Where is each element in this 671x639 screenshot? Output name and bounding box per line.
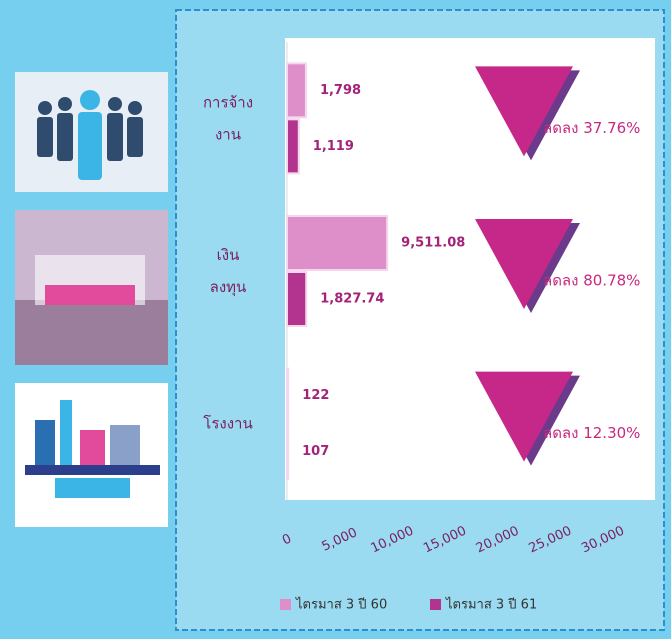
value-label: 1,827.74 [320, 292, 384, 307]
category-line: โรงงาน [203, 414, 252, 432]
annotation: ลดลง 80.78% [543, 272, 640, 290]
image-factory [15, 383, 168, 527]
infographic: 05,00010,00015,00020,00025,00030,000การจ… [0, 0, 671, 639]
legend-label: ไตรมาส 3 ปี 61 [445, 597, 537, 613]
bar [287, 63, 306, 117]
image-employment [15, 72, 168, 192]
category-line: งาน [215, 125, 241, 143]
bar [287, 272, 306, 326]
annotation: ลดลง 37.76% [543, 119, 640, 137]
image-investment [15, 210, 168, 365]
legend-label: ไตรมาส 3 ปี 60 [295, 597, 387, 613]
bar [287, 119, 299, 173]
category-line: ลงทุน [210, 278, 247, 297]
category-line: เงิน [217, 246, 240, 264]
bar [287, 425, 288, 479]
annotation: ลดลง 12.30% [543, 424, 640, 442]
value-label: 122 [302, 388, 329, 403]
category-label: โรงงาน [203, 414, 252, 432]
bar [287, 216, 387, 270]
value-label: 1,119 [313, 139, 354, 154]
bar [287, 369, 288, 423]
value-label: 9,511.08 [401, 236, 465, 251]
value-label: 107 [302, 444, 329, 459]
value-label: 1,798 [320, 83, 361, 98]
legend-swatch [280, 599, 291, 610]
legend-swatch [430, 599, 441, 610]
category-line: การจ้าง [203, 93, 253, 111]
